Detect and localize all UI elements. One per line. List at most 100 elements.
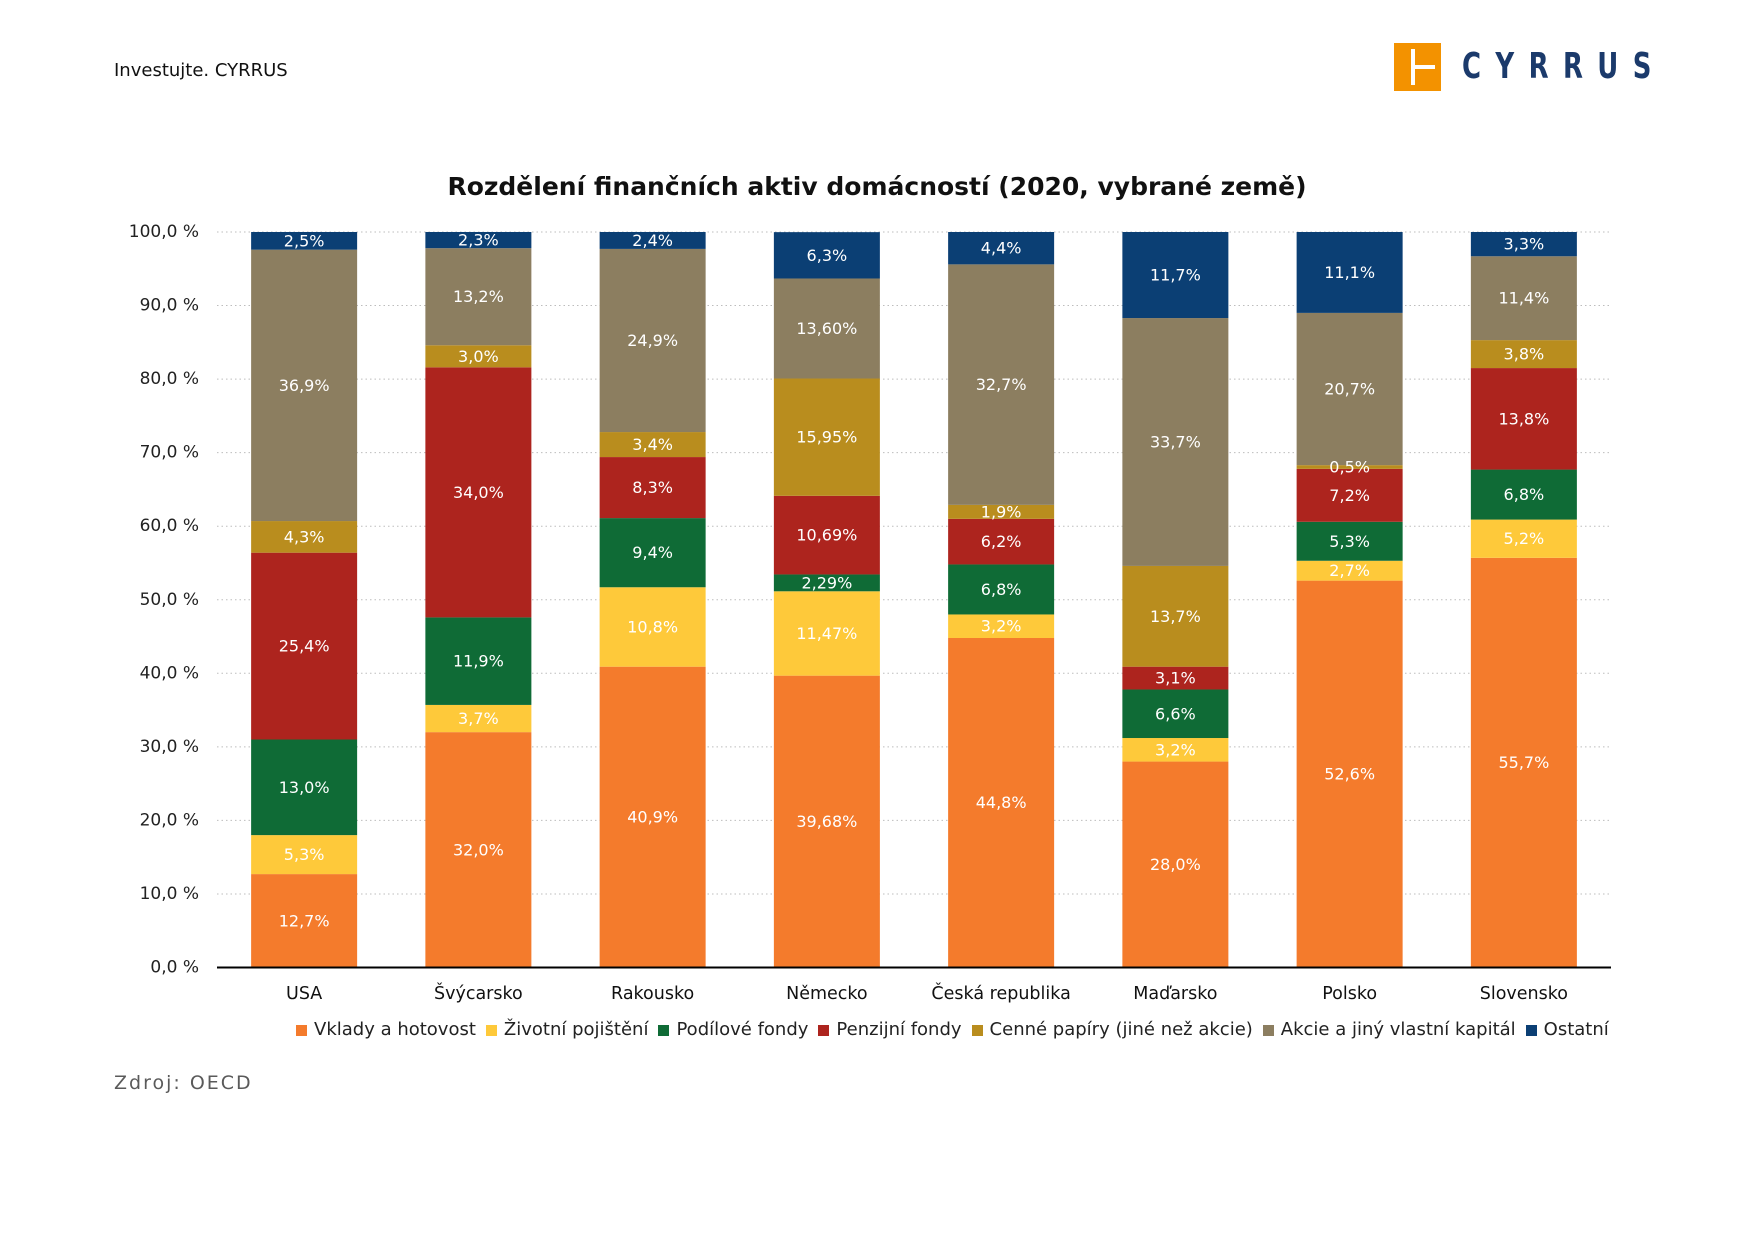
bar-stack-madarsko: 28,0% 3,2% 6,6% 3,1% 13,7% 33,7% 11,7% xyxy=(1122,232,1229,968)
bar-segment-vklady-a-hotovost-madarsko xyxy=(1122,761,1229,968)
x-axis-labels: USA Švýcarsko Rakousko Německo Česká republi… xyxy=(286,982,1568,1004)
bar-segment-cenne-papiry-jine-nez-akcie-slovensko xyxy=(1470,340,1577,369)
legend-swatch xyxy=(1525,1024,1537,1036)
y-tick-label: 40,0 % xyxy=(140,663,199,683)
legend-item-zivotni-pojisteni: Životní pojištění xyxy=(485,1019,648,1041)
bar-segment-cenne-papiry-jine-nez-akcie-rakousko xyxy=(599,432,706,458)
bar-segment-cenne-papiry-jine-nez-akcie-madarsko xyxy=(1122,565,1229,667)
y-tick-label: 100,0 % xyxy=(129,222,199,242)
legend-item-vklady-a-hotovost: Vklady a hotovost xyxy=(296,1019,476,1041)
chart-title: Rozdělení finančních aktiv domácností (2… xyxy=(447,172,1307,201)
data-label-podilove-fondy-usa: 13,0% xyxy=(279,778,330,797)
header-tagline: Investujte. CYRRUS xyxy=(114,60,288,81)
data-label-vklady-a-hotovost-madarsko: 28,0% xyxy=(1150,855,1201,874)
data-label-vklady-a-hotovost-polsko: 52,6% xyxy=(1324,765,1375,784)
legend-label: Vklady a hotovost xyxy=(314,1019,476,1040)
data-label-cenne-papiry-jine-nez-akcie-rakousko: 3,4% xyxy=(632,435,673,454)
bar-segment-cenne-papiry-jine-nez-akcie-nemecko xyxy=(773,378,880,496)
bar-segment-akcie-a-jiny-vlastni-kapital-rakousko xyxy=(599,248,706,433)
bar-segment-ostatni-rakousko xyxy=(599,232,706,249)
legend-label: Akcie a jiný vlastní kapitál xyxy=(1280,1019,1516,1040)
bar-stack-usa: 12,7% 5,3% 13,0% 25,4% 4,3% 36,9% 2,5% xyxy=(251,231,358,968)
bar-segment-akcie-a-jiny-vlastni-kapital-ceska-republika xyxy=(948,264,1055,505)
data-label-penzijni-fondy-nemecko: 10,69% xyxy=(796,526,857,545)
legend-label: Ostatní xyxy=(1543,1019,1609,1040)
data-label-ostatni-madarsko: 11,7% xyxy=(1150,266,1201,285)
data-label-penzijni-fondy-polsko: 7,2% xyxy=(1329,486,1370,505)
data-label-zivotni-pojisteni-nemecko: 11,47% xyxy=(796,624,857,643)
data-label-cenne-papiry-jine-nez-akcie-ceska-republika: 1,9% xyxy=(981,502,1022,521)
bar-segment-penzijni-fondy-nemecko xyxy=(773,495,880,575)
bar-segment-penzijni-fondy-polsko xyxy=(1296,468,1403,522)
y-tick-label: 20,0 % xyxy=(140,810,199,830)
bar-segment-ostatni-ceska-republika xyxy=(948,232,1055,265)
bar-segment-akcie-a-jiny-vlastni-kapital-usa xyxy=(251,249,358,522)
data-label-ostatni-svycarsko: 2,3% xyxy=(458,231,499,250)
data-label-akcie-a-jiny-vlastni-kapital-polsko: 20,7% xyxy=(1324,380,1375,399)
bar-segment-ostatni-usa xyxy=(251,232,358,250)
data-label-akcie-a-jiny-vlastni-kapital-slovensko: 11,4% xyxy=(1498,289,1549,308)
legend-item-ostatni: Ostatní xyxy=(1525,1019,1609,1041)
data-label-akcie-a-jiny-vlastni-kapital-ceska-republika: 32,7% xyxy=(976,375,1027,394)
bar-segment-podilove-fondy-rakousko xyxy=(599,518,706,588)
bar-segment-cenne-papiry-jine-nez-akcie-usa xyxy=(251,521,358,553)
data-label-penzijni-fondy-svycarsko: 34,0% xyxy=(453,483,504,502)
legend-label: Penzijní fondy xyxy=(836,1019,962,1040)
x-tick-label-slovensko: Slovensko xyxy=(1480,984,1568,1004)
bar-segment-ostatni-polsko xyxy=(1296,232,1403,313)
bar-segment-cenne-papiry-jine-nez-akcie-polsko xyxy=(1296,465,1403,469)
data-label-zivotni-pojisteni-madarsko: 3,2% xyxy=(1155,740,1196,759)
y-tick-label: 30,0 % xyxy=(140,737,199,757)
y-tick-label: 10,0 % xyxy=(140,884,199,904)
bar-segment-vklady-a-hotovost-rakousko xyxy=(599,666,706,968)
bar-segment-vklady-a-hotovost-slovensko xyxy=(1470,557,1577,968)
data-label-ostatni-ceska-republika: 4,4% xyxy=(981,239,1022,258)
cyrrus-logo-icon xyxy=(1394,43,1441,91)
bar-segment-cenne-papiry-jine-nez-akcie-svycarsko xyxy=(425,345,532,368)
y-tick-label: 70,0 % xyxy=(140,443,199,463)
bar-segment-penzijni-fondy-madarsko xyxy=(1122,666,1229,690)
bar-segment-ostatni-madarsko xyxy=(1122,232,1229,319)
bar-segment-ostatni-nemecko xyxy=(773,232,880,279)
bar-segment-vklady-a-hotovost-ceska-republika xyxy=(948,637,1055,968)
bar-segment-vklady-a-hotovost-polsko xyxy=(1296,580,1403,968)
data-label-zivotni-pojisteni-svycarsko: 3,7% xyxy=(458,709,499,728)
data-label-podilove-fondy-svycarsko: 11,9% xyxy=(453,652,504,671)
bar-segment-zivotni-pojisteni-slovensko xyxy=(1470,519,1577,558)
data-label-cenne-papiry-jine-nez-akcie-nemecko: 15,95% xyxy=(796,428,857,447)
y-tick-label: 80,0 % xyxy=(140,369,199,389)
data-label-podilove-fondy-madarsko: 6,6% xyxy=(1155,704,1196,723)
bar-segment-podilove-fondy-svycarsko xyxy=(425,617,532,705)
bar-stack-ceska-republika: 44,8% 3,2% 6,8% 6,2% 1,9% 32,7% 4,4% xyxy=(948,232,1055,968)
bar-stack-rakousko: 40,9% 10,8% 9,4% 8,3% 3,4% 24,9% 2,4% xyxy=(599,231,706,968)
data-label-penzijni-fondy-rakousko: 8,3% xyxy=(632,478,673,497)
bar-segment-penzijni-fondy-usa xyxy=(251,552,358,740)
bar-segment-akcie-a-jiny-vlastni-kapital-madarsko xyxy=(1122,318,1229,566)
bar-segment-zivotni-pojisteni-rakousko xyxy=(599,587,706,667)
data-label-akcie-a-jiny-vlastni-kapital-svycarsko: 13,2% xyxy=(453,287,504,306)
legend-swatch xyxy=(971,1024,983,1036)
bar-segment-zivotni-pojisteni-madarsko xyxy=(1122,738,1229,762)
bar-segment-penzijni-fondy-ceska-republika xyxy=(948,518,1055,565)
data-label-ostatni-nemecko: 6,3% xyxy=(807,246,848,265)
data-label-podilove-fondy-polsko: 5,3% xyxy=(1329,532,1370,551)
data-label-ostatni-rakousko: 2,4% xyxy=(632,231,673,250)
y-tick-label: 50,0 % xyxy=(140,590,199,610)
data-label-cenne-papiry-jine-nez-akcie-usa: 4,3% xyxy=(284,527,325,546)
bar-segment-penzijni-fondy-rakousko xyxy=(599,457,706,519)
bars: 12,7% 5,3% 13,0% 25,4% 4,3% 36,9% 2,5% 32,0% 3,7… xyxy=(251,231,1577,968)
data-label-penzijni-fondy-slovensko: 13,8% xyxy=(1498,409,1549,428)
bar-segment-zivotni-pojisteni-svycarsko xyxy=(425,704,532,733)
x-tick-label-svycarsko: Švýcarsko xyxy=(434,982,523,1004)
data-label-akcie-a-jiny-vlastni-kapital-usa: 36,9% xyxy=(279,376,330,395)
bar-stack-slovensko: 55,7% 5,2% 6,8% 13,8% 3,8% 11,4% 3,3% xyxy=(1470,232,1577,968)
x-tick-label-ceska-republika: Česká republika xyxy=(931,982,1070,1004)
x-tick-label-madarsko: Maďarsko xyxy=(1133,984,1217,1004)
data-label-ostatni-slovensko: 3,3% xyxy=(1504,235,1545,254)
data-label-ostatni-usa: 2,5% xyxy=(284,231,325,250)
x-tick-label-usa: USA xyxy=(286,984,322,1004)
legend-item-podilove-fondy: Podílové fondy xyxy=(658,1019,808,1041)
legend-swatch xyxy=(818,1024,830,1036)
bar-segment-akcie-a-jiny-vlastni-kapital-slovensko xyxy=(1470,256,1577,341)
data-label-cenne-papiry-jine-nez-akcie-polsko: 0,5% xyxy=(1329,457,1370,476)
